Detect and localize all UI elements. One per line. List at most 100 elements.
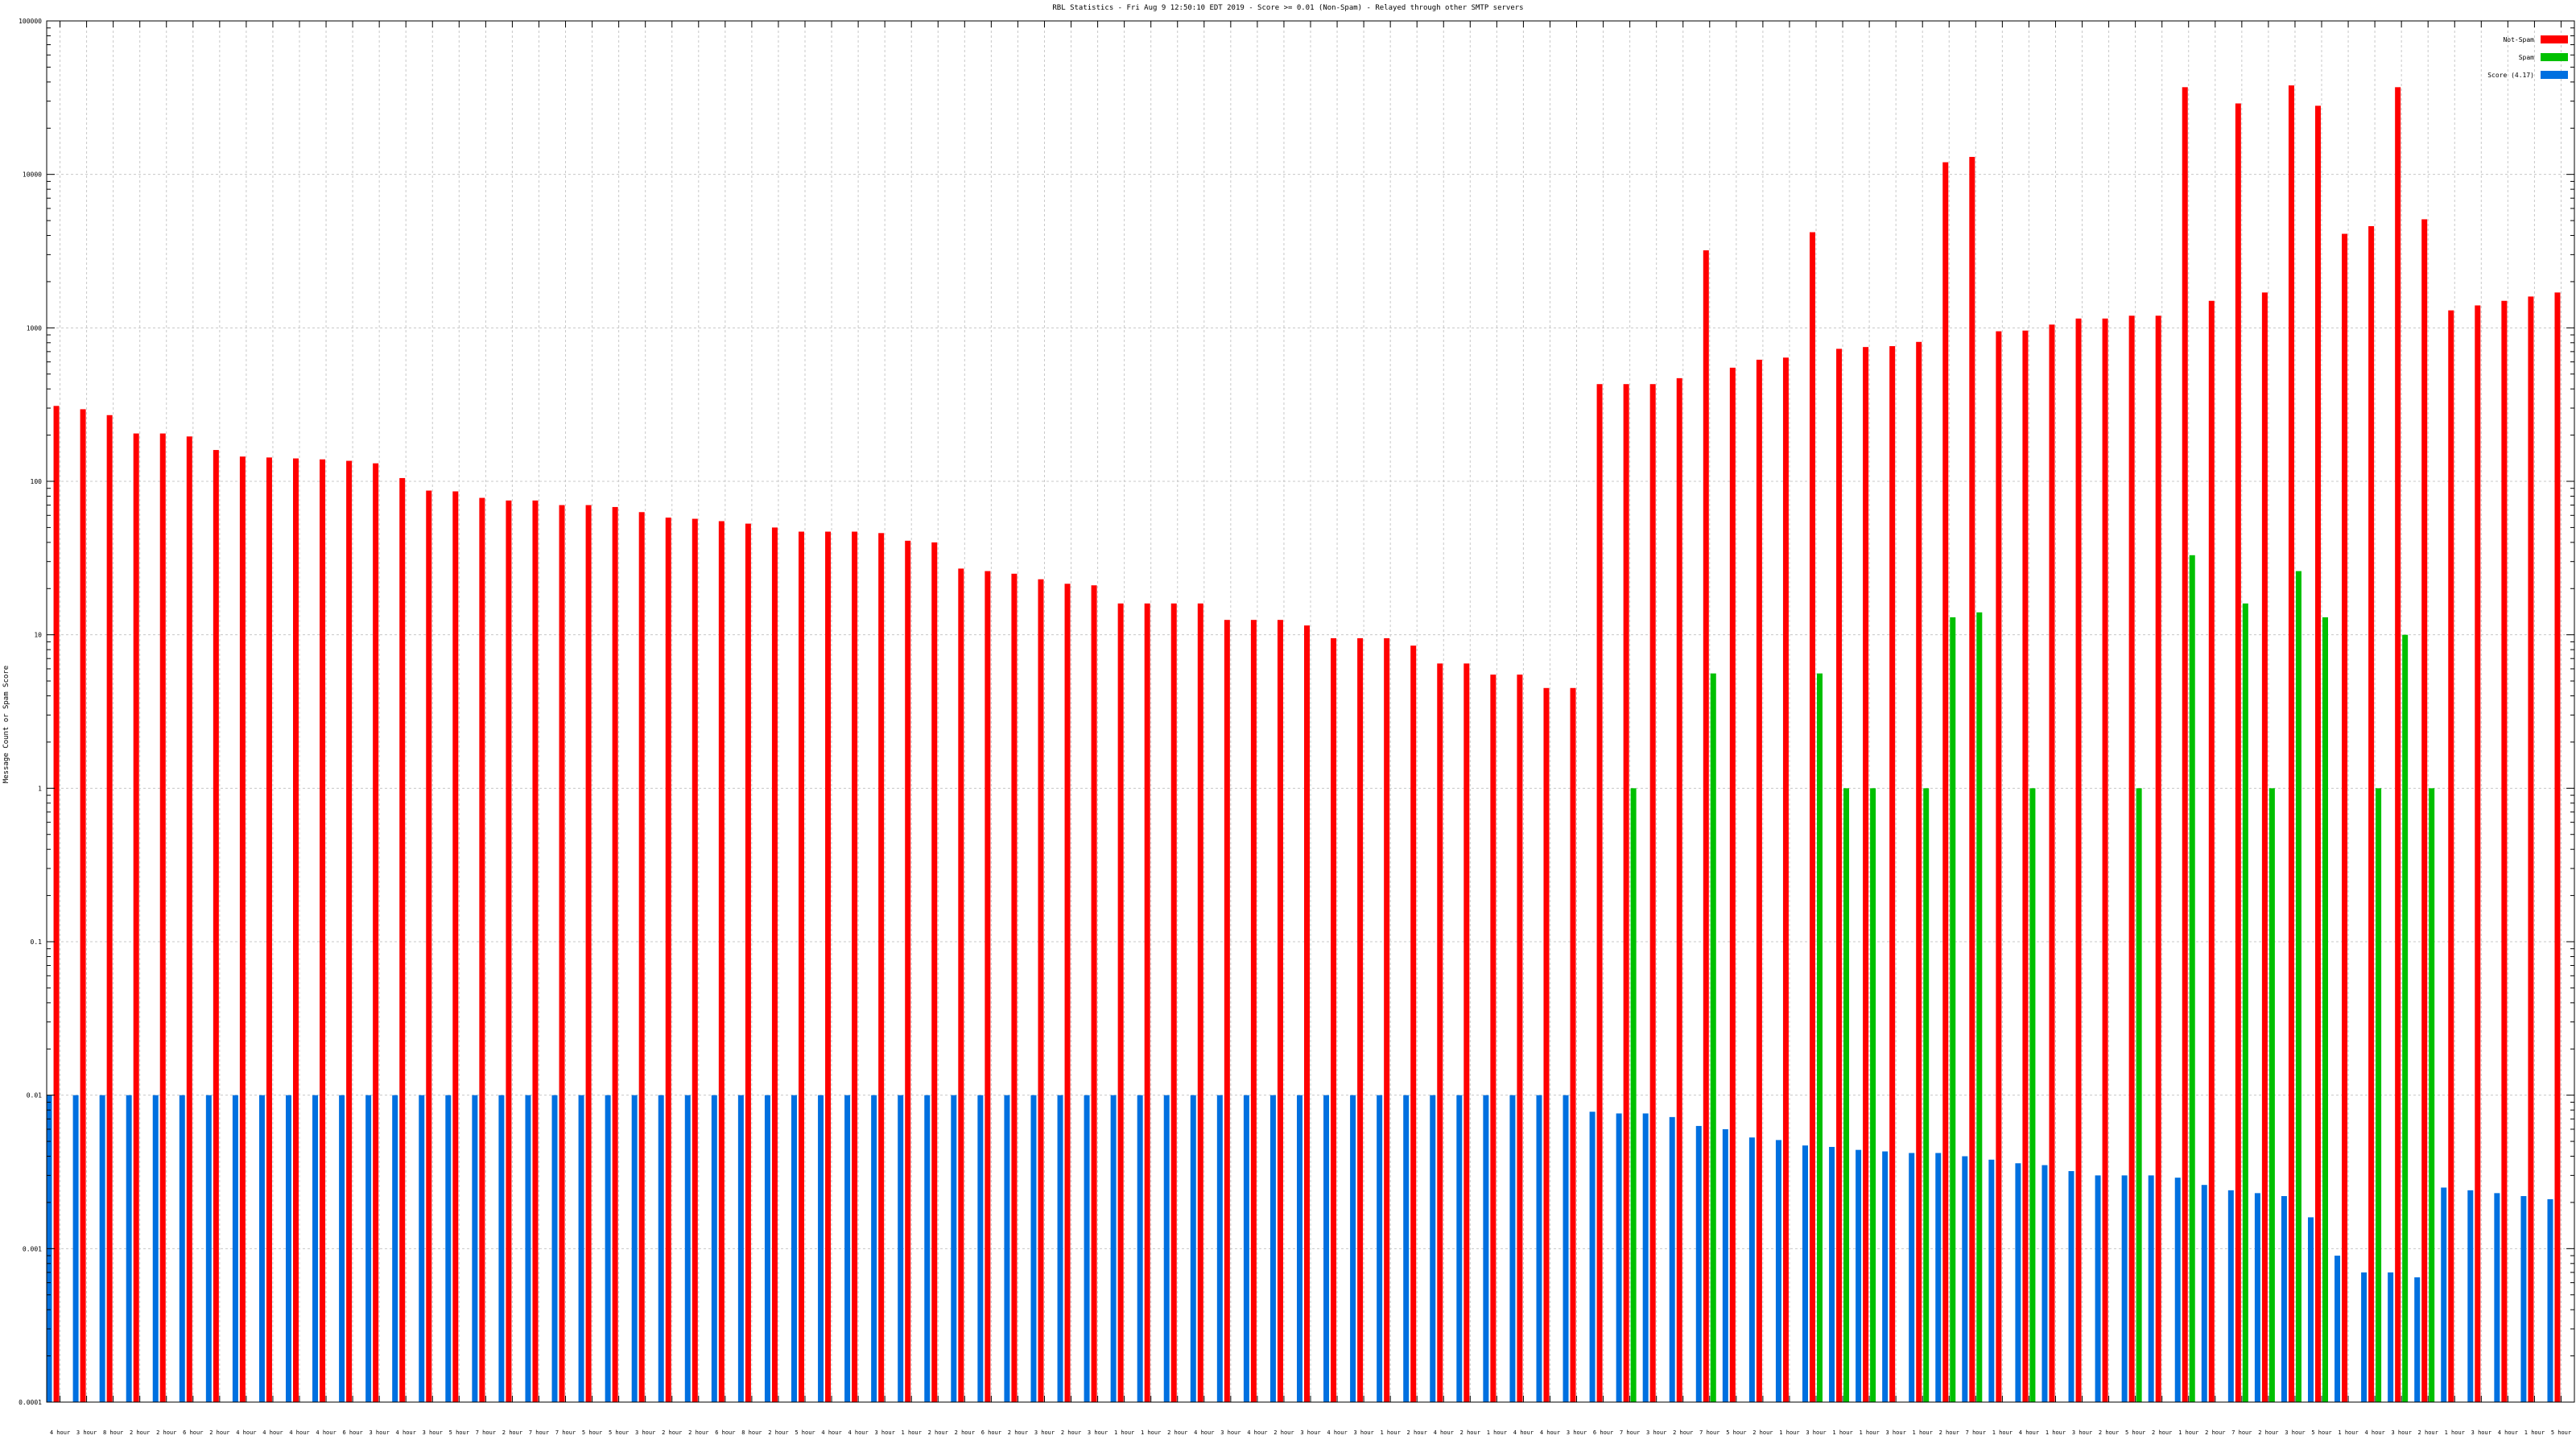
bar-score-4-17 <box>1722 1128 1728 1402</box>
bar-spam <box>2402 634 2409 1402</box>
bar-not-spam <box>1916 341 1922 1402</box>
bar-score-4-17 <box>924 1095 931 1402</box>
x-tick-label: 7 hour <box>555 1429 576 1436</box>
bar-score-4-17 <box>2201 1185 2207 1402</box>
bar-not-spam <box>2128 316 2135 1403</box>
x-tick-label: 2 hour <box>130 1429 150 1436</box>
bar-not-spam <box>1836 349 1843 1403</box>
bar-score-4-17 <box>605 1095 611 1402</box>
bar-score-4-17 <box>1882 1151 1889 1402</box>
x-tick-label: 3 hour <box>2392 1429 2412 1436</box>
bar-not-spam <box>106 415 113 1402</box>
x-tick-label: 2 hour <box>2205 1429 2225 1436</box>
bar-not-spam <box>1331 637 1337 1402</box>
bar-not-spam <box>2421 219 2428 1402</box>
bar-not-spam <box>1384 637 1390 1402</box>
bar-not-spam <box>665 518 671 1402</box>
x-tick-label: 3 hour <box>1646 1429 1666 1436</box>
bar-not-spam <box>985 571 991 1402</box>
y-tick-label: 100000 <box>19 18 42 25</box>
bar-not-spam <box>1543 687 1550 1402</box>
bar-score-4-17 <box>1430 1095 1436 1402</box>
x-tick-label: 7 hour <box>476 1429 496 1436</box>
x-tick-label: 4 hour <box>262 1429 283 1436</box>
bar-spam <box>2136 788 2142 1402</box>
bar-not-spam <box>1437 663 1443 1402</box>
bar-not-spam <box>1304 625 1310 1402</box>
bar-score-4-17 <box>152 1095 159 1402</box>
bar-spam <box>1923 788 1930 1402</box>
bar-score-4-17 <box>1563 1095 1569 1402</box>
legend-swatch <box>2541 71 2568 79</box>
bar-not-spam <box>399 477 406 1402</box>
x-tick-label: 4 hour <box>1540 1429 1560 1436</box>
bar-not-spam <box>1517 674 1523 1402</box>
y-tick-label: 0.001 <box>23 1245 42 1252</box>
x-tick-label: 6 hour <box>1593 1429 1613 1436</box>
bar-not-spam <box>1170 603 1177 1402</box>
plot-frame <box>46 20 2575 1403</box>
legend-label: Not-Spam <box>2503 36 2534 43</box>
bar-not-spam <box>1117 603 1124 1402</box>
x-tick-label: 4 hour <box>50 1429 70 1436</box>
bar-not-spam <box>1463 663 1470 1402</box>
bar-score-4-17 <box>1084 1095 1090 1402</box>
x-tick-label: 4 hour <box>396 1429 416 1436</box>
x-tick-label: 1 hour <box>2338 1429 2358 1436</box>
x-tick-label: 7 hour <box>1966 1429 1986 1436</box>
x-tick-label: 1 hour <box>1913 1429 1933 1436</box>
bar-not-spam <box>612 506 618 1402</box>
bar-score-4-17 <box>365 1095 372 1402</box>
bar-score-4-17 <box>2254 1193 2260 1402</box>
bar-not-spam <box>2475 305 2481 1403</box>
bar-not-spam <box>2368 225 2375 1402</box>
bar-spam <box>1843 788 1850 1402</box>
x-tick-label: 8 hour <box>741 1429 762 1436</box>
bar-not-spam <box>745 523 751 1402</box>
bar-not-spam <box>2315 105 2321 1402</box>
bar-not-spam <box>1224 620 1230 1402</box>
bar-spam <box>2189 555 2195 1402</box>
x-tick-label: 7 hour <box>1699 1429 1719 1436</box>
bar-score-4-17 <box>1243 1095 1249 1402</box>
bar-not-spam <box>1676 377 1682 1403</box>
bar-score-4-17 <box>1748 1137 1755 1402</box>
bar-score-4-17 <box>1856 1149 1862 1402</box>
x-tick-label: 3 hour <box>423 1429 443 1436</box>
x-tick-label: 1 hour <box>1381 1429 1401 1436</box>
bar-not-spam <box>159 433 166 1402</box>
bar-not-spam <box>1091 585 1097 1402</box>
x-tick-label: 3 hour <box>1300 1429 1320 1436</box>
bar-score-4-17 <box>2068 1171 2074 1402</box>
x-tick-label: 5 hour <box>609 1429 629 1436</box>
bar-not-spam <box>2102 318 2108 1403</box>
bar-score-4-17 <box>1589 1112 1596 1402</box>
bar-score-4-17 <box>951 1095 957 1402</box>
bar-not-spam <box>293 458 299 1403</box>
x-tick-label: 5 hour <box>1726 1429 1746 1436</box>
bar-not-spam <box>1277 620 1283 1402</box>
bar-score-4-17 <box>419 1095 425 1402</box>
bar-score-4-17 <box>1935 1153 1942 1402</box>
bar-score-4-17 <box>977 1095 984 1402</box>
bar-score-4-17 <box>2414 1277 2421 1402</box>
x-tick-label: 2 hour <box>955 1429 975 1436</box>
bar-not-spam <box>1011 573 1018 1403</box>
y-tick-label: 10 <box>34 632 42 639</box>
y-tick-label: 0.0001 <box>19 1399 42 1406</box>
bar-spam <box>2029 788 2036 1402</box>
bar-score-4-17 <box>392 1095 398 1402</box>
x-tick-label: 2 hour <box>1008 1429 1028 1436</box>
y-tick-label: 100 <box>31 478 43 485</box>
x-tick-label: 2 hour <box>2258 1429 2278 1436</box>
bar-not-spam <box>2155 316 2161 1403</box>
x-tick-label: 3 hour <box>369 1429 390 1436</box>
bar-score-4-17 <box>2015 1163 2021 1402</box>
bar-score-4-17 <box>232 1095 238 1402</box>
x-tick-label: 5 hour <box>2125 1429 2145 1436</box>
bar-spam <box>1950 617 1956 1402</box>
bar-not-spam <box>878 533 885 1403</box>
bar-spam <box>1710 673 1716 1402</box>
bar-score-4-17 <box>818 1095 824 1402</box>
x-tick-label: 4 hour <box>1327 1429 1347 1436</box>
